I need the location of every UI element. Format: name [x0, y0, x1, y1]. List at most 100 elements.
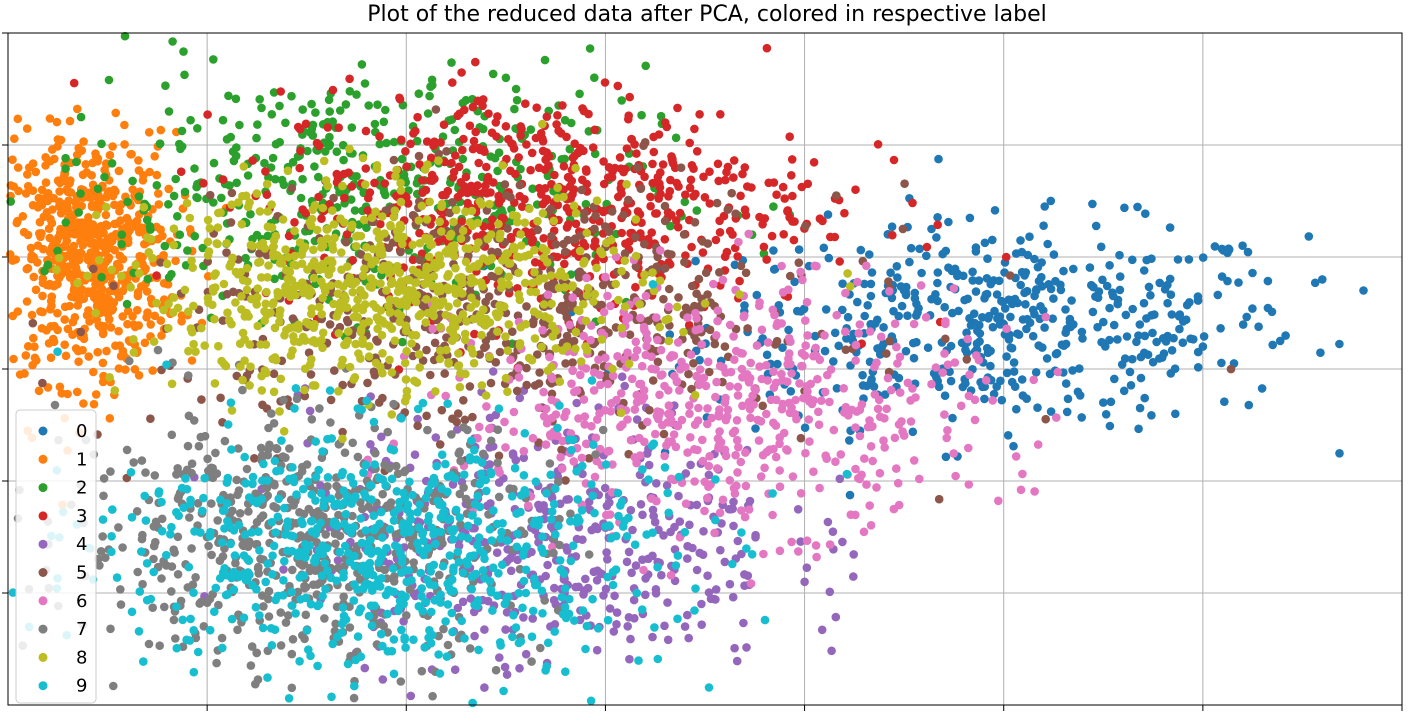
data-point	[550, 170, 559, 180]
data-point	[488, 367, 498, 376]
data-point	[512, 386, 522, 396]
data-point	[117, 230, 127, 239]
data-point	[664, 401, 674, 410]
data-point	[168, 308, 178, 317]
data-point	[866, 279, 876, 289]
data-point	[526, 287, 535, 297]
data-point	[656, 371, 666, 380]
data-point	[457, 217, 467, 226]
data-point	[203, 215, 213, 225]
data-point	[28, 318, 38, 328]
data-point	[640, 138, 650, 147]
data-point	[512, 95, 522, 105]
data-point	[390, 336, 400, 346]
data-point	[641, 574, 650, 583]
data-point	[898, 427, 907, 436]
data-point	[905, 257, 914, 267]
data-point	[86, 255, 95, 265]
data-point	[180, 70, 189, 80]
data-point	[154, 200, 164, 209]
data-point	[640, 437, 649, 447]
data-point	[123, 197, 132, 207]
data-point	[570, 387, 579, 397]
data-point	[11, 255, 20, 264]
data-point	[1063, 394, 1073, 404]
data-point	[186, 324, 196, 333]
data-point	[1128, 354, 1137, 364]
data-point	[333, 556, 343, 565]
data-point	[1304, 232, 1314, 241]
data-point	[326, 418, 335, 427]
data-point	[1040, 202, 1049, 211]
data-point	[825, 587, 835, 597]
data-point	[493, 327, 502, 336]
data-point	[457, 68, 466, 77]
data-point	[195, 599, 204, 608]
data-point	[638, 510, 647, 520]
data-point	[463, 425, 472, 435]
data-point	[720, 342, 730, 351]
data-point	[600, 406, 610, 415]
data-point	[334, 329, 344, 338]
data-point	[851, 423, 860, 432]
data-point	[543, 560, 552, 570]
data-point	[603, 379, 613, 389]
data-point	[325, 320, 335, 329]
data-point	[198, 243, 207, 253]
data-point	[68, 271, 77, 281]
data-point	[505, 554, 515, 563]
data-point	[207, 550, 216, 560]
data-point	[514, 364, 523, 373]
data-point	[1157, 353, 1167, 362]
data-point	[578, 535, 587, 544]
data-point	[138, 176, 148, 185]
data-point	[927, 379, 936, 389]
data-point	[328, 206, 337, 215]
data-point	[96, 296, 106, 306]
data-point	[502, 670, 512, 679]
data-point	[427, 176, 437, 185]
data-point	[624, 195, 633, 205]
data-point	[771, 452, 781, 462]
data-point	[93, 154, 103, 163]
data-point	[487, 128, 497, 137]
data-point	[256, 554, 265, 564]
data-point	[625, 330, 635, 340]
data-point	[849, 572, 858, 581]
data-point	[574, 582, 583, 592]
data-point	[766, 395, 776, 405]
data-point	[965, 370, 974, 380]
data-point	[1097, 337, 1106, 347]
data-point	[933, 220, 942, 230]
data-point	[334, 387, 343, 396]
data-point	[167, 269, 176, 279]
data-point	[413, 112, 422, 122]
data-point	[1248, 268, 1257, 278]
data-point	[28, 159, 38, 168]
data-point	[103, 191, 113, 200]
data-point	[626, 634, 635, 644]
data-point	[177, 126, 187, 136]
data-point	[1011, 452, 1021, 461]
data-point	[778, 399, 788, 409]
data-point	[606, 301, 615, 311]
data-point	[69, 78, 79, 88]
data-point	[1359, 286, 1368, 295]
data-point	[643, 449, 652, 458]
data-point	[184, 371, 193, 380]
data-point	[252, 295, 261, 304]
data-point	[786, 359, 795, 369]
data-point	[91, 280, 100, 289]
data-point	[1031, 368, 1041, 377]
data-point	[425, 197, 435, 207]
data-point	[491, 118, 501, 127]
data-point	[331, 539, 340, 548]
data-point	[481, 297, 490, 307]
data-point	[485, 199, 494, 209]
data-point	[97, 139, 106, 149]
data-point	[756, 472, 766, 481]
data-point	[102, 202, 111, 212]
data-point	[1046, 196, 1056, 206]
data-point	[835, 474, 845, 484]
data-point	[486, 222, 496, 231]
